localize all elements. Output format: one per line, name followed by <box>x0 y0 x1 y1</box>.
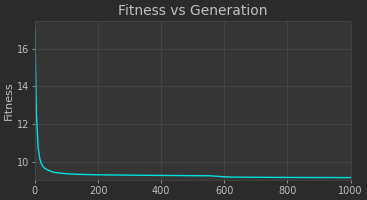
Y-axis label: Fitness: Fitness <box>4 81 14 120</box>
Title: Fitness vs Generation: Fitness vs Generation <box>118 4 268 18</box>
